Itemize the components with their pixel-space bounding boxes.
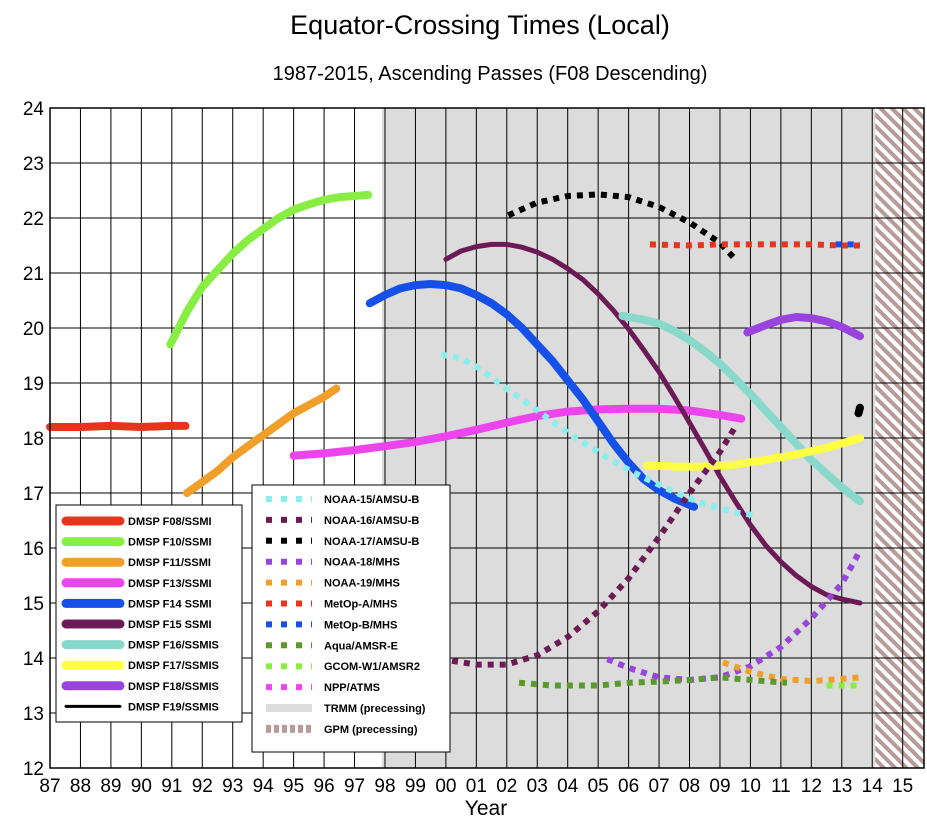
legend-entry-label: DMSP F13/SSMI [128,578,212,590]
x-tick-label: 92 [192,776,213,797]
legend-entry-label: DMSP F17/SSMIS [128,660,219,672]
x-tick-label: 01 [466,776,487,797]
x-tick-label: 90 [131,776,152,797]
legend-entry-label: MetOp-A/MHS [324,599,397,611]
legend-entry-label: DMSP F10/SSMI [128,537,212,549]
legend-entry-label: Aqua/AMSR-E [324,640,398,652]
x-tick-label: 97 [344,776,365,797]
x-tick-label: 00 [435,776,456,797]
x-tick-label: 03 [527,776,548,797]
series-dmsp-f10-ssmi [166,190,373,349]
y-tick-label: 23 [23,154,44,175]
y-tick-label: 19 [23,374,44,395]
y-tick-label: 12 [23,759,44,780]
legend-entry-label: GPM (precessing) [324,724,418,736]
legend-entry-label: DMSP F15 SSMI [128,619,212,631]
series-dmsp-f19-ssmis [854,403,864,418]
x-tick-label: 12 [801,776,822,797]
y-tick-label: 17 [23,484,44,505]
legend-entry-label: TRMM (precessing) [324,703,426,715]
legend-entry-label: MetOp-B/MHS [324,619,397,631]
x-tick-label: 91 [161,776,182,797]
y-tick-label: 13 [23,704,44,725]
x-tick-label: 05 [588,776,609,797]
x-tick-label: 98 [374,776,395,797]
x-tick-label: 02 [496,776,517,797]
series-dmsp-f08-ssmi [46,421,190,431]
series-dmsp-f13-ssmi [289,404,746,460]
legend-entry-label: GCOM-W1/AMSR2 [324,661,420,673]
y-tick-label: 15 [23,594,44,615]
legend-entry-label: NPP/ATMS [324,682,380,694]
y-tick-label: 20 [23,319,44,340]
x-tick-label: 13 [831,776,852,797]
y-tick-label: 22 [23,209,44,230]
x-tick-label: 14 [862,776,884,797]
x-tick-label: 11 [771,776,791,797]
legend-entry-label: DMSP F08/SSMI [128,516,212,528]
x-tick-label: 95 [283,776,304,797]
x-axis-label: Year [465,797,507,820]
chart-title: Equator-Crossing Times (Local) [290,10,670,40]
series-aqua-amsr-e [518,674,788,689]
x-tick-label: 06 [618,776,639,797]
y-tick-label: 21 [23,264,44,285]
x-tick-label: 04 [557,776,579,797]
x-tick-label: 09 [709,776,730,797]
series-dmsp-f11-ssmi [183,384,341,497]
legend-entry-label: DMSP F14 SSMI [128,598,212,610]
series-noaa-16-amsu-b [451,425,738,668]
series-noaa-15-amsu-b [440,351,754,518]
series-noaa-17-amsu-b [507,191,738,262]
series-noaa-19-amsr-e [722,659,861,685]
x-tick-label: 15 [892,776,913,797]
plot-frame [49,107,925,769]
legend-entry-label: NOAA-15/AMSU-B [324,494,419,506]
series-dmsp-f17-ssmis [642,434,864,471]
series-dmsp-f16-ssmis [618,311,864,506]
y-tick-label: 16 [23,539,44,560]
legend-entry-label: NOAA-19/MHS [324,578,400,590]
y-tick-label: 14 [23,649,45,670]
series-dmsp-f15-ssmi [443,241,863,606]
x-tick-label: 10 [740,776,761,797]
x-tick-label: 07 [648,776,669,797]
x-tick-label: 93 [222,776,243,797]
y-tick-label: 18 [23,429,44,450]
x-tick-label: 87 [39,776,60,797]
chart-subtitle: 1987-2015, Ascending Passes (F08 Descend… [273,63,708,85]
x-tick-label: 94 [253,776,275,797]
legend-entry-label: DMSP F18/SSMIS [128,681,219,693]
x-tick-label: 89 [100,776,121,797]
legend-entry-label: NOAA-16/AMSU-B [324,515,419,527]
legend-entry-label: DMSP F19/SSMIS [128,701,219,713]
x-tick-label: 08 [679,776,700,797]
y-tick-label: 24 [23,99,45,120]
series-dmsp-f18-ssmis [743,313,864,341]
x-tick-label: 88 [70,776,91,797]
series-noaa-18-mhs [606,549,863,683]
legend-entry-label: DMSP F16/SSMIS [128,640,219,652]
x-tick-label: 96 [314,776,335,797]
legend-entry-label: NOAA-17/AMSU-B [324,536,419,548]
x-tick-label: 99 [405,776,426,797]
legend-entry-label: NOAA-18/MHS [324,557,400,569]
legend-entry-label: DMSP F11/SSMI [128,557,211,569]
